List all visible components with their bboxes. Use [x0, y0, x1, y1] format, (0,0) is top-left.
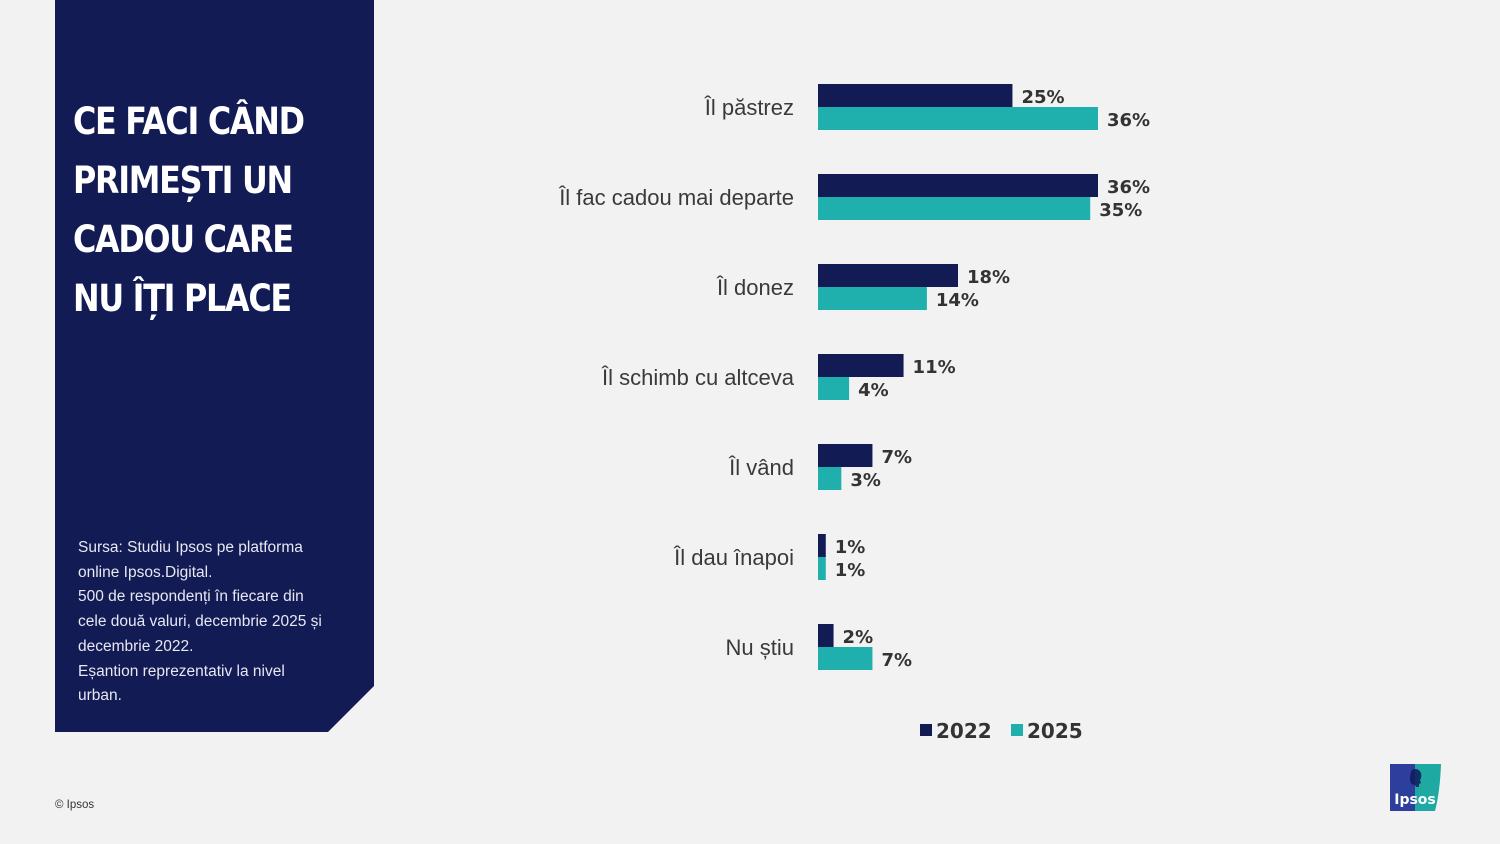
source-line: online Ipsos.Digital. [78, 563, 213, 581]
value-label-2025: 1% [835, 560, 866, 581]
source-line: urban. [78, 687, 122, 705]
copyright: © Ipsos [55, 799, 95, 811]
logo-left-shape [1390, 764, 1415, 811]
value-label-2022: 11% [913, 357, 956, 378]
bars-group: Îl păstrez 25% 36% Îl fac cadou mai departe… [558, 84, 1150, 671]
bar-2025 [818, 107, 1098, 130]
value-label-2025: 3% [850, 470, 881, 491]
bar-2022 [818, 264, 958, 287]
bar-2025 [818, 197, 1091, 220]
title-line: CE FACI CÂND [73, 100, 305, 143]
category-label: Îl dau înapoi [673, 545, 794, 570]
bar-2022 [818, 444, 873, 467]
value-label-2025: 4% [858, 380, 889, 401]
bar-2022 [818, 354, 904, 377]
value-label-2022: 25% [1021, 87, 1064, 108]
bar-2022 [818, 624, 834, 647]
chart-legend: 2022 2025 [920, 719, 1083, 743]
page-title: CE FACI CÂND PRIMEȘTI UN CADOU CARE NU Î… [73, 92, 322, 328]
category-label: Îl vând [728, 455, 794, 480]
category-label: Îl păstrez [704, 95, 794, 120]
category-label: Îl fac cadou mai departe [558, 185, 794, 210]
logo-right-shape [1415, 764, 1441, 811]
source-note: Sursa: Studiu Ipsos pe platforma online … [78, 536, 358, 709]
bar-2022 [818, 84, 1013, 107]
value-label-2025: 7% [881, 650, 912, 671]
source-line: decembrie 2022. [78, 637, 194, 655]
bar-2025 [818, 557, 826, 580]
category-label: Îl schimb cu altceva [601, 365, 795, 390]
ipsos-logo: Ipsos [1390, 764, 1441, 811]
title-line: PRIMEȘTI UN [73, 159, 293, 202]
value-label-2025: 36% [1107, 110, 1150, 131]
title-line: CADOU CARE [73, 218, 294, 261]
value-label-2022: 18% [967, 267, 1010, 288]
value-label-2022: 7% [881, 447, 912, 468]
bar-2022 [818, 174, 1098, 197]
title-panel: CE FACI CÂND PRIMEȘTI UN CADOU CARE NU Î… [55, 0, 374, 732]
value-label-2022: 36% [1107, 177, 1150, 198]
legend-swatch-2022 [920, 724, 932, 736]
source-line: 500 de respondenți în fiecare din [78, 588, 304, 606]
category-label: Îl donez [716, 275, 794, 300]
bar-2025 [818, 377, 850, 400]
value-label-2022: 1% [835, 537, 866, 558]
bar-2022 [818, 534, 826, 557]
value-label-2022: 2% [843, 627, 874, 648]
source-line: Eșantion reprezentativ la nivel [78, 662, 285, 680]
logo-head-icon [1410, 769, 1422, 787]
value-label-2025: 14% [936, 290, 979, 311]
legend-swatch-2025 [1011, 724, 1023, 736]
source-line: cele două valuri, decembrie 2025 și [78, 613, 322, 631]
legend-label-2025: 2025 [1027, 719, 1083, 743]
logo-text: Ipsos [1394, 792, 1436, 808]
source-line: Sursa: Studiu Ipsos pe platforma [78, 539, 303, 556]
legend-label-2022: 2022 [936, 719, 992, 743]
bar-2025 [818, 647, 873, 670]
bar-2025 [818, 287, 927, 310]
category-label: Nu știu [726, 635, 794, 660]
bar-2025 [818, 467, 842, 490]
value-label-2025: 35% [1099, 200, 1142, 221]
title-line: NU ÎȚI PLACE [73, 277, 292, 320]
